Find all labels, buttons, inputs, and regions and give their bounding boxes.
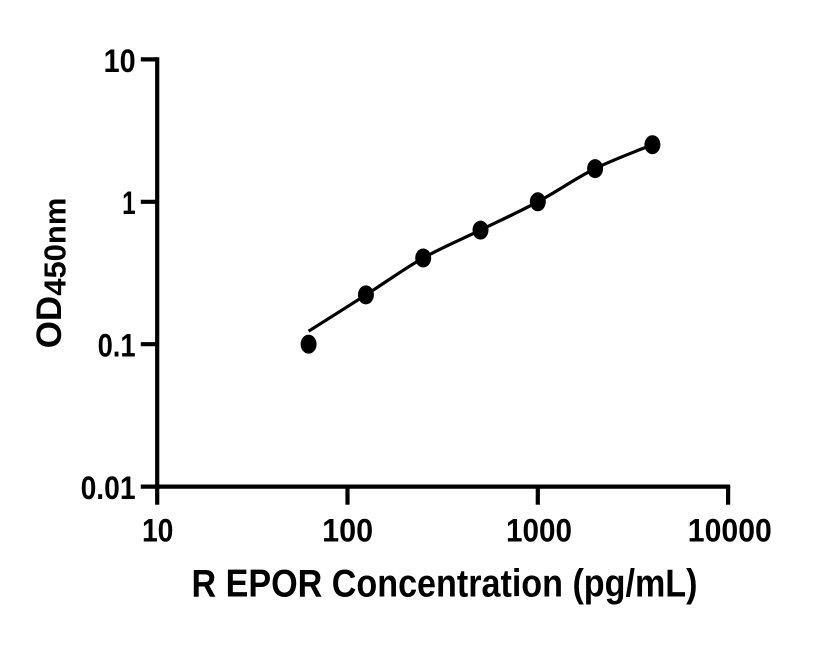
svg-text:OD450nm: OD450nm xyxy=(30,198,72,349)
svg-text:100: 100 xyxy=(322,513,373,549)
svg-text:1: 1 xyxy=(122,185,136,221)
svg-text:0.01: 0.01 xyxy=(81,470,136,506)
svg-text:10000: 10000 xyxy=(688,513,772,549)
svg-text:10: 10 xyxy=(142,513,174,549)
svg-text:0.1: 0.1 xyxy=(98,327,136,363)
svg-text:10: 10 xyxy=(104,43,136,79)
svg-text:R EPOR Concentration (pg/mL): R EPOR Concentration (pg/mL) xyxy=(192,563,698,606)
svg-text:1000: 1000 xyxy=(506,513,572,549)
